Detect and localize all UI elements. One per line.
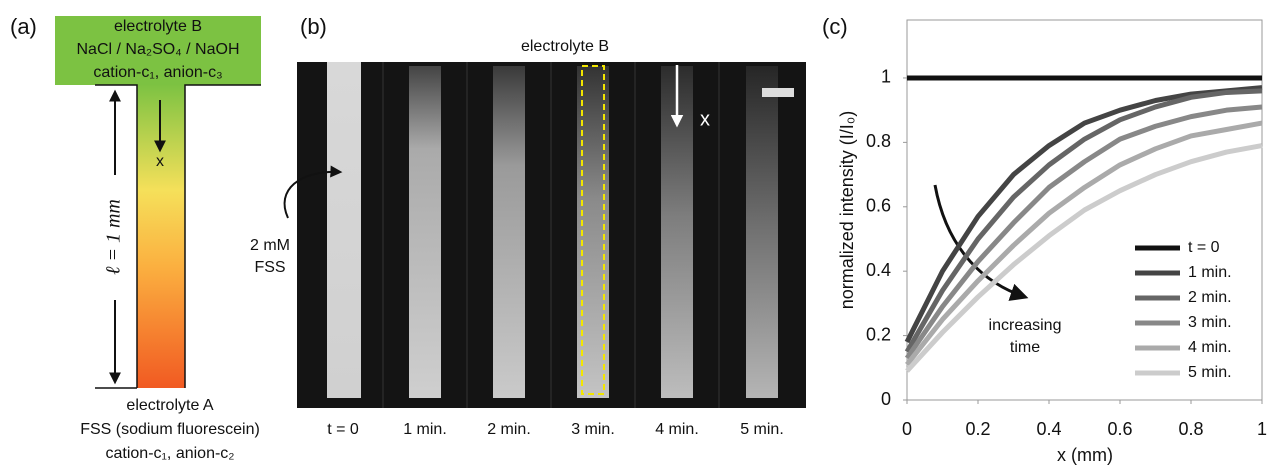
x-label: x: [156, 153, 164, 170]
top-text: NaCl / Na₂SO₄ / NaOH: [77, 41, 240, 58]
x-tick-label: 1: [1257, 419, 1267, 439]
x-label: x: [700, 108, 710, 130]
time-label: 5 min.: [740, 421, 784, 438]
y-tick-label: 0.4: [866, 260, 891, 280]
series-line: [905, 120, 1263, 367]
series-line: [904, 85, 1263, 344]
series-line: [904, 88, 1263, 353]
channel-outline: [95, 84, 261, 388]
panel-label: (b): [300, 14, 327, 39]
y-tick-label: 1: [881, 67, 891, 87]
time-label: 4 min.: [655, 421, 699, 438]
legend-label: 1 min.: [1188, 264, 1232, 281]
panel-c: (c) x (mm) normalized intensity (I/I₀) i…: [822, 14, 1267, 465]
annotation: increasing: [989, 317, 1062, 334]
y-tick-label: 0: [881, 389, 891, 409]
legend-label: 2 min.: [1188, 289, 1232, 306]
y-tick-label: 0.8: [866, 131, 891, 151]
callout-arrow: [283, 165, 343, 219]
time-label: t = 0: [327, 421, 359, 438]
top-text: electrolyte B: [114, 18, 202, 35]
y-tick-label: 0.6: [866, 196, 891, 216]
top-text: cation-c₁, anion-c₃: [93, 64, 222, 81]
annotation: time: [1010, 339, 1040, 356]
length-label: ℓ = 1 mm: [103, 199, 125, 275]
callout: FSS: [254, 259, 285, 276]
panel-label: (c): [822, 14, 848, 39]
panel-label: (a): [10, 14, 37, 39]
series-line: [905, 143, 1263, 373]
channel: [493, 66, 525, 398]
x-tick-label: 0.2: [965, 419, 990, 439]
bottom-text: cation-c₁, anion-c₂: [106, 445, 235, 462]
y-tick-label: 0.2: [866, 324, 891, 344]
time-label: 3 min.: [571, 421, 615, 438]
bottom-text: electrolyte A: [126, 397, 213, 414]
title: electrolyte B: [521, 38, 609, 55]
channel: [746, 66, 778, 398]
x-tick-label: 0.6: [1107, 419, 1132, 439]
x-axis-title: x (mm): [1057, 445, 1113, 465]
legend-label: 3 min.: [1188, 314, 1232, 331]
series-line: [904, 104, 1263, 360]
x-tick-label: 0: [902, 419, 912, 439]
legend-label: 4 min.: [1188, 339, 1232, 356]
x-tick-label: 0.8: [1178, 419, 1203, 439]
panel-b: (b) electrolyte B x 2 mM FSS t = 0 1 min…: [250, 14, 806, 438]
highlight-box: [581, 65, 605, 395]
legend-label: 5 min.: [1188, 364, 1232, 381]
x-tick-label: 0.4: [1036, 419, 1061, 439]
channel: [327, 62, 361, 398]
plot-frame: [906, 19, 1263, 401]
bottom-text: FSS (sodium fluorescein): [80, 421, 260, 438]
time-label: 1 min.: [403, 421, 447, 438]
legend-label: t = 0: [1188, 239, 1220, 256]
y-axis-title: normalized intensity (I/I₀): [837, 111, 857, 310]
channel: [409, 66, 441, 398]
panel-a: (a) electrolyte B NaCl / Na₂SO₄ / NaOH c…: [10, 14, 261, 462]
scale-bar: [762, 88, 794, 97]
reservoir: [55, 16, 261, 85]
callout: 2 mM: [250, 237, 290, 254]
time-label: 2 min.: [487, 421, 531, 438]
